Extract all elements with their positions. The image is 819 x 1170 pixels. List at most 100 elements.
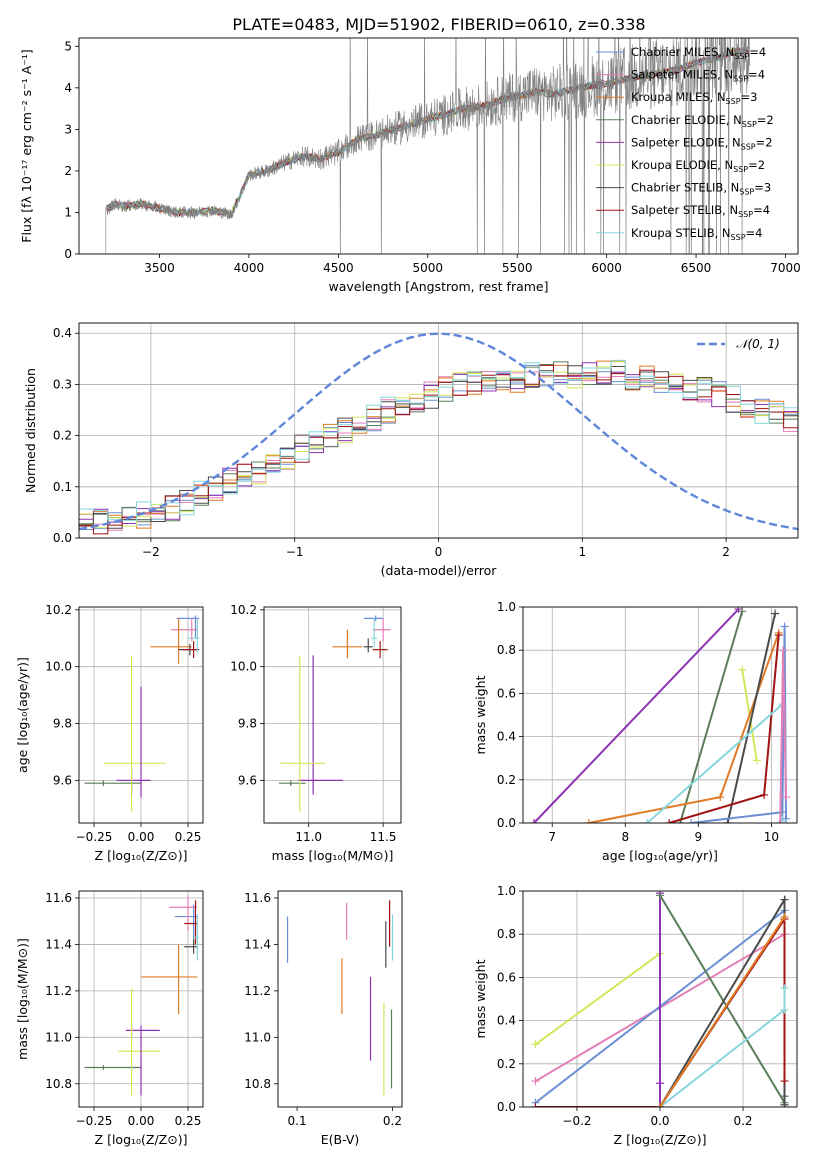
spectrum-lines (105, 38, 750, 254)
y-axis-label: mass weight (473, 675, 488, 754)
legend-label-text: Salpeter STELIB, N (631, 203, 738, 217)
x-tick-label: 1 (578, 545, 586, 559)
y-tick-label: 0.4 (497, 730, 516, 744)
x-tick-label: 7000 (770, 261, 801, 275)
weight-line-kroupa_miles (659, 916, 786, 1107)
x-tick-label: 4500 (323, 261, 354, 275)
y-tick-label: 0.2 (497, 773, 516, 787)
legend-label-chabrier_stelib: Chabrier STELIB, NSSP=3 (631, 181, 771, 197)
age_vs_Z-points (84, 615, 200, 812)
legend-label-subscript: SSP (733, 75, 748, 84)
legend-label-text: Kroupa ELODIE, N (631, 158, 733, 172)
weight-line-kroupa_miles (588, 632, 780, 823)
weight-marker-salpeter_stelib (760, 790, 769, 799)
legend-label-text: Salpeter ELODIE, N (631, 135, 741, 149)
y-tick-label: 0 (64, 247, 72, 261)
x-tick-label: −0.25 (76, 1114, 113, 1128)
x-tick-label: 8 (621, 830, 629, 844)
x-tick-label: 4000 (234, 261, 265, 275)
x-tick-label: 9 (695, 830, 703, 844)
y-axis-label: Normed distribution (23, 368, 38, 493)
y-tick-label: 11.2 (45, 984, 72, 998)
weight-marker-salpeter_stelib (665, 819, 674, 823)
x-tick-label: −0.2 (562, 1114, 591, 1128)
legend-label-normal: 𝒩(0, 1) (736, 337, 780, 351)
weight-marker-chabrier_elodie (738, 607, 747, 616)
histogram-kroupa_stelib (79, 359, 798, 521)
y-tick-label: 11.0 (244, 1030, 271, 1044)
weight-line-kroupa_elodie (534, 952, 661, 1046)
weight-marker-salpeter_miles (782, 793, 791, 802)
weight-marker-kroupa_miles (716, 793, 725, 802)
weight-marker-salpeter_stelib (780, 1077, 789, 1086)
x-tick-label: 3500 (144, 261, 175, 275)
weight-marker-chabrier_miles (687, 819, 696, 823)
legend-label-suffix: =3 (754, 181, 771, 195)
age_vs_mass-axes: 11.0 11.5 9.6 9.8 10.0 10.2 mass [log₁₀(M/M⊙)] (230, 603, 401, 863)
y-tick-label: 0.0 (497, 1100, 516, 1114)
y-tick-label: 10.0 (230, 660, 257, 674)
axes-frame (78, 37, 799, 255)
weight-marker-kroupa_elodie (752, 756, 761, 765)
x-tick-label: 10 (764, 830, 779, 844)
y-tick-label: 0.1 (53, 480, 72, 494)
y-tick-label: 3 (64, 122, 72, 136)
weight-marker-salpeter_miles (776, 819, 785, 823)
legend-label-salpeter_elodie: Salpeter ELODIE, NSSP=2 (631, 135, 773, 151)
x-axis-label: mass [log₁₀(M/M⊙)] (272, 848, 394, 863)
x-tick-label: −1 (286, 545, 304, 559)
residual-histograms (79, 332, 798, 535)
y-axis-label: mass [log₁₀(M/M⊙)] (15, 938, 30, 1060)
x-tick-label: 0.0 (650, 1114, 669, 1128)
y-tick-label: 0.0 (53, 531, 72, 545)
weight_vs_Z-lines (531, 891, 789, 1107)
legend-label-text: Chabrier STELIB, N (631, 181, 739, 195)
weight-marker-chabrier_miles (780, 622, 789, 631)
weight-marker-salpeter_elodie (656, 1079, 664, 1088)
residuals-axes: −2 −1 0 1 2 0.0 0.1 0.2 0.3 0.4 (data-model)/error… (23, 323, 798, 578)
weight-line-chabrier_stelib (659, 895, 786, 1107)
legend-label-suffix: =2 (748, 158, 765, 172)
weight-marker-chabrier_miles (782, 814, 791, 823)
y-tick-label: 0.8 (497, 643, 516, 657)
weight_vs_Z-axes: −0.2 0.0 0.2 0.0 0.2 0.4 0.6 0.8 1.0 Z [log₁₀(Z/Z… (473, 884, 797, 1147)
y-tick-label: 5 (64, 39, 72, 53)
legend-label-subscript: SSP (731, 233, 746, 242)
weight-line-salpeter_elodie (533, 608, 740, 823)
y-tick-label: 0.2 (53, 429, 72, 443)
x-tick-label: −0.25 (76, 830, 113, 844)
legend-label-subscript: SSP (734, 52, 749, 61)
x-axis-label: Z [log₁₀(Z/Z⊙)] (95, 848, 188, 863)
y-tick-label: 1.0 (497, 884, 516, 898)
y-tick-label: 9.8 (238, 717, 257, 731)
legend-label-subscript: SSP (742, 120, 757, 129)
y-axis-label: mass weight (473, 959, 488, 1038)
mass_vs_Z-points (84, 895, 200, 1096)
y-tick-label: 11.4 (244, 937, 271, 951)
x-tick-label: 0 (435, 545, 443, 559)
legend-label-text: Chabrier ELODIE, N (631, 113, 742, 127)
weight-line-chabrier_elodie (659, 894, 786, 1107)
legend-label-subscript: SSP (738, 210, 753, 219)
legend-label-suffix: =4 (749, 45, 766, 59)
legend-label-kroupa_elodie: Kroupa ELODIE, NSSP=2 (631, 158, 765, 174)
legend-label-text: Kroupa MILES, N (631, 90, 726, 104)
weight-line-kroupa_stelib (646, 701, 784, 823)
x-tick-label: 2 (722, 545, 730, 559)
histogram-salpeter_stelib (79, 364, 798, 535)
weight-marker-chabrier_elodie (656, 891, 664, 900)
observed-spectrum (105, 38, 750, 254)
axes-frame (78, 322, 799, 539)
mass_vs_EBV-points (286, 900, 394, 1096)
y-tick-label: 0.4 (497, 1014, 516, 1028)
legend-label-subscript: SSP (739, 188, 754, 197)
axes-frame (277, 890, 403, 1108)
legend-label-suffix: =4 (746, 226, 763, 240)
weight-line-chabrier_elodie (679, 611, 744, 823)
y-tick-label: 10.2 (230, 603, 257, 617)
weight-line-chabrier_stelib (726, 613, 777, 823)
y-tick-label: 10.8 (244, 1077, 271, 1091)
x-axis-label: E(B-V) (321, 1132, 360, 1147)
y-tick-label: 11.2 (244, 984, 271, 998)
